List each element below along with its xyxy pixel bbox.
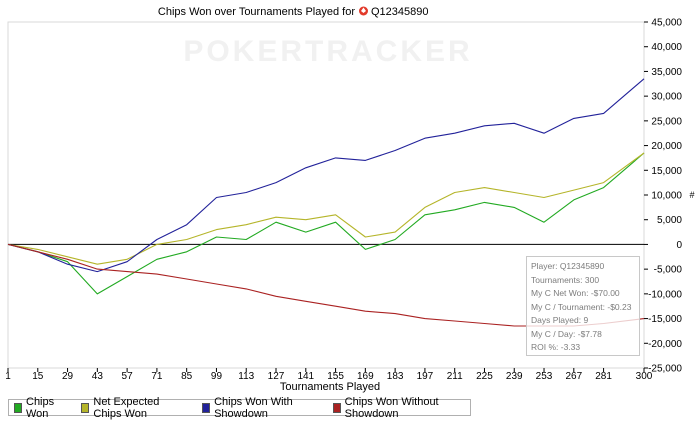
x-tick-label: 15: [32, 371, 44, 382]
x-tick-label: 99: [211, 371, 223, 382]
legend-item-net-expected[interactable]: Net Expected Chips Won: [81, 396, 187, 420]
svg-text:POKERTRACKER: POKERTRACKER: [183, 35, 472, 68]
y-tick-label: 15,000: [651, 166, 682, 177]
x-tick-label: 211: [447, 371, 463, 382]
y-tick-label: -25,000: [648, 364, 682, 375]
x-tick-label: 29: [62, 371, 74, 382]
x-tick-label: 71: [151, 371, 163, 382]
legend-label: Chips Won With Showdown: [214, 395, 293, 420]
stats-net-won: My C Net Won: -$70.00: [531, 288, 620, 298]
chart-title: Chips Won over Tournaments Played for: [158, 6, 355, 18]
y-tick-label: -5,000: [654, 265, 683, 276]
x-tick-label: 141: [297, 371, 314, 382]
stats-player: Player: Q12345890: [531, 261, 605, 271]
series-line-3: [7, 78, 645, 273]
legend-item-without-showdown[interactable]: Chips Won Without Showdown: [332, 395, 460, 420]
x-tick-label: 57: [122, 371, 134, 382]
legend: Chips Won Net Expected Chips Won Chips W…: [8, 396, 471, 420]
y-tick-label: 40,000: [651, 42, 682, 53]
legend-label: Chips Won: [26, 395, 55, 420]
y-tick-label: 25,000: [651, 116, 682, 127]
legend-item-chips-won[interactable]: Chips Won: [14, 396, 66, 420]
y-tick-label: 45,000: [651, 18, 682, 29]
stats-per-day: My C / Day: -$7.78: [531, 328, 602, 339]
stats-box: Player: Q12345890 Tournaments: 300 My C …: [526, 256, 640, 356]
x-axis-label: Tournaments Played: [280, 381, 380, 393]
series-line-2: [7, 152, 645, 265]
stats-tournaments: Tournaments: 300: [531, 274, 600, 285]
legend-label: Chips Won Without Showdown: [344, 395, 439, 420]
y-axis-label: #: [689, 190, 694, 200]
y-tick-label: 0: [676, 240, 682, 251]
legend-swatch-chips-won: [14, 402, 22, 413]
x-tick-label: 169: [357, 371, 374, 382]
y-tick-label: 30,000: [651, 92, 682, 103]
spade-icon: [359, 6, 368, 16]
watermark: POKERTRACKER: [183, 35, 472, 68]
series-line-1: [7, 152, 645, 295]
x-tick-label: 43: [92, 371, 104, 382]
y-tick-label: 20,000: [651, 141, 682, 152]
legend-swatch-without-showdown: [332, 402, 341, 413]
x-tick-label: 281: [595, 371, 612, 382]
x-tick-label: 253: [536, 371, 553, 382]
y-tick-label: -20,000: [648, 339, 682, 350]
legend-swatch-with-showdown: [201, 402, 211, 413]
stats-per-tournament: My C / Tournament: -$0.23: [531, 301, 632, 312]
x-tick-label: 300: [636, 371, 653, 382]
y-tick-label: 5,000: [657, 215, 682, 226]
x-tick-label: 197: [417, 371, 434, 382]
y-tick-label: 35,000: [651, 67, 682, 78]
x-tick-label: 225: [476, 371, 493, 382]
stats-days-played: Days Played: 9: [531, 315, 589, 325]
y-tick-label: -15,000: [648, 314, 682, 325]
chart-player-name: Q12345890: [371, 6, 429, 18]
x-tick-label: 239: [506, 371, 523, 382]
stats-roi: ROI %: -3.33: [531, 342, 581, 352]
y-tick-label: 10,000: [651, 191, 682, 202]
y-tick-label: -10,000: [648, 289, 682, 300]
legend-swatch-net-expected: [81, 402, 90, 413]
x-tick-label: 1: [5, 371, 11, 382]
legend-item-with-showdown[interactable]: Chips Won With Showdown: [201, 395, 318, 420]
x-tick-label: 155: [327, 371, 344, 382]
legend-label: Net Expected Chips Won: [93, 395, 160, 420]
x-tick-label: 183: [387, 371, 404, 382]
x-tick-label: 127: [268, 371, 285, 382]
x-tick-label: 267: [565, 371, 582, 382]
x-tick-label: 85: [181, 371, 193, 382]
x-tick-label: 113: [238, 371, 254, 382]
